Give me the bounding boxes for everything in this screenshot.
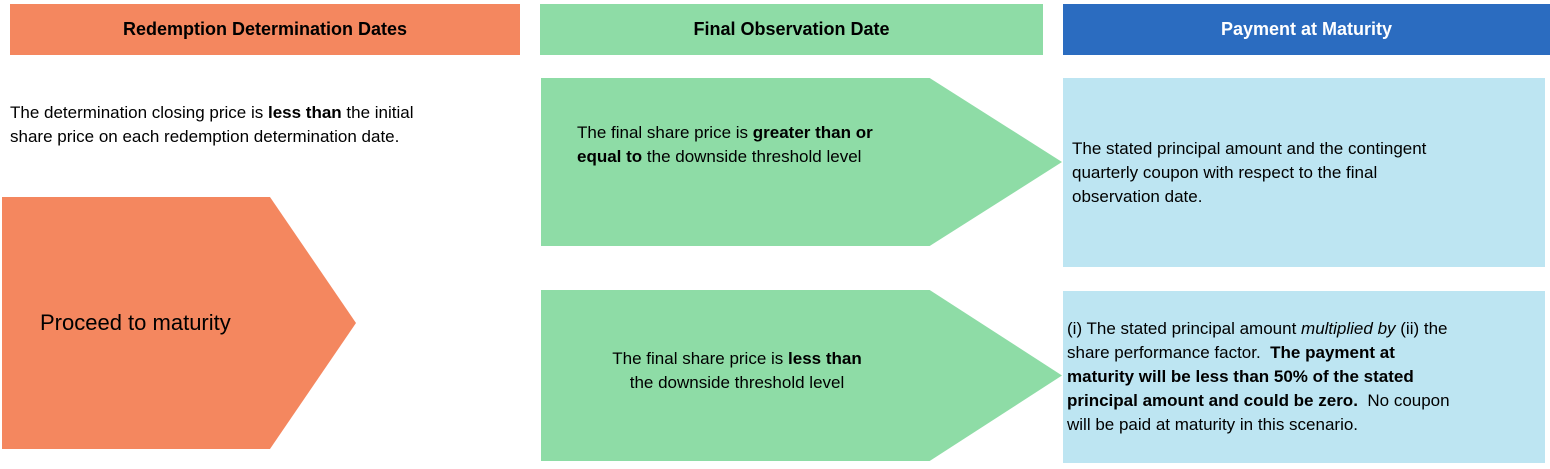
payment-box-performance-factor: (i) The stated principal amount multipli… <box>1063 291 1545 463</box>
proceed-to-maturity-label: Proceed to maturity <box>40 310 231 335</box>
payment-box-principal-plus-coupon: The stated principal amount and the cont… <box>1063 78 1545 267</box>
payment-principal-plus-coupon-text: The stated principal amount and the cont… <box>1072 138 1427 206</box>
proceed-to-maturity-arrow: Proceed to maturity <box>2 197 356 449</box>
header-final-observation-date: Final Observation Date <box>540 4 1043 55</box>
final-price-below-threshold-text: The final share price is less than the d… <box>612 349 862 392</box>
final-price-below-threshold-arrow: The final share price is less than the d… <box>541 290 1062 461</box>
final-price-above-threshold-text: The final share price is greater than or… <box>577 123 873 166</box>
header-payment-at-maturity: Payment at Maturity <box>1063 4 1550 55</box>
payment-performance-factor-text: (i) The stated principal amount multipli… <box>1067 319 1450 434</box>
header-redemption-determination-dates: Redemption Determination Dates <box>10 4 520 55</box>
final-price-above-threshold-arrow: The final share price is greater than or… <box>541 78 1062 246</box>
redemption-condition-text: The determination closing price is less … <box>10 103 414 146</box>
